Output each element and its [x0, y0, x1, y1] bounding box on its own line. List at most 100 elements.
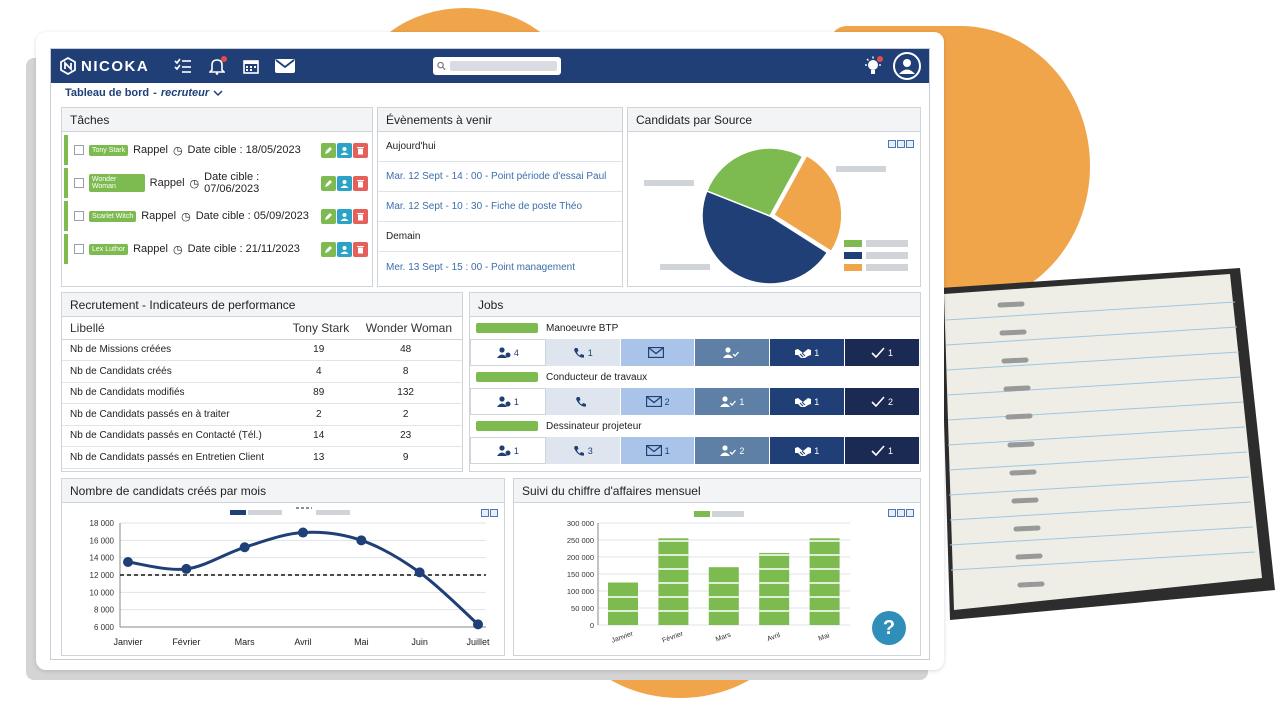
contact-icon[interactable]	[337, 241, 352, 257]
job-title-row[interactable]: Manoeuvre BTP	[470, 317, 920, 339]
series-line-candidates	[127, 530, 479, 626]
pipeline-stage-validated[interactable]	[695, 339, 771, 366]
event-item[interactable]: Mer. 13 Sept - 15 : 00 - Point managemen…	[386, 261, 575, 273]
clock-icon: ◷	[172, 144, 183, 157]
edit-icon[interactable]	[321, 241, 336, 257]
pipeline-stage-handshake[interactable]: 1	[770, 437, 846, 464]
data-point	[239, 542, 250, 553]
download-icon[interactable]	[897, 509, 905, 517]
row-value: 48	[359, 339, 462, 361]
edit-icon[interactable]	[321, 142, 336, 158]
task-person-tag[interactable]: Tony Stark	[89, 144, 129, 156]
event-item[interactable]: Mar. 12 Sept - 10 : 30 - Fiche de poste …	[378, 192, 622, 222]
row-value: 132	[359, 382, 462, 404]
pipeline-stage-mail[interactable]	[620, 339, 696, 366]
mail-icon[interactable]	[275, 56, 296, 76]
pipeline-stage-check[interactable]: 1	[845, 339, 920, 366]
pipeline-stage-candidates[interactable]: 1	[470, 437, 546, 464]
delete-icon[interactable]	[353, 175, 368, 191]
filter-icon[interactable]	[888, 509, 896, 517]
task-checkbox[interactable]	[74, 145, 84, 155]
y-tick-label: 10 000	[90, 588, 115, 597]
table-row: Nb de Missions créées 19 48	[62, 339, 462, 361]
pipeline-stage-mail[interactable]: 1	[620, 437, 696, 464]
help-button[interactable]: ?	[872, 611, 906, 645]
y-tick-label: 6 000	[94, 623, 115, 632]
task-item: Scarlet Witch Rappel ◷ Date cible : 05/0…	[64, 201, 372, 231]
breadcrumb[interactable]: Tableau de bord - recruteur	[51, 83, 929, 103]
row-value: 9	[359, 446, 462, 469]
clock-icon: ◷	[189, 177, 200, 190]
job-title-row[interactable]: Dessinateur projeteur	[470, 415, 920, 437]
legend-swatch	[844, 252, 862, 259]
data-point	[181, 563, 192, 574]
chevron-down-icon	[213, 89, 223, 96]
stage-count: 1	[814, 445, 820, 456]
row-value: 2	[359, 403, 462, 426]
job-title-row[interactable]: Conducteur de travaux	[470, 366, 920, 388]
pipeline-stage-validated[interactable]: 2	[695, 437, 771, 464]
table-row: Nb de Candidats passés en Contacté (Tél.…	[62, 425, 462, 447]
phone-icon	[573, 347, 585, 359]
download-icon[interactable]	[897, 140, 905, 148]
task-checkbox[interactable]	[74, 244, 84, 254]
y-tick-label: 18 000	[90, 519, 115, 528]
task-checkbox[interactable]	[74, 178, 84, 188]
candidates-line-chart: 18 000 16 000 14 000 12 000 10 000 8 000 6 000…	[90, 507, 490, 647]
search-bar[interactable]	[433, 57, 562, 75]
label-placeholder	[644, 180, 694, 186]
user-icon	[899, 59, 915, 74]
stage-count: 2	[888, 396, 894, 407]
sources-panel: Candidats par Source	[627, 107, 921, 287]
lightbulb-icon[interactable]	[863, 56, 883, 76]
delete-icon[interactable]	[353, 142, 368, 158]
task-checkbox[interactable]	[74, 211, 84, 221]
edit-icon[interactable]	[321, 175, 336, 191]
pipeline-stage-candidates[interactable]: 1	[470, 388, 546, 415]
pipeline-stage-validated[interactable]: 1	[695, 388, 771, 415]
notification-bell-icon[interactable]	[207, 56, 228, 76]
contact-icon[interactable]	[337, 142, 352, 158]
filter-icon[interactable]	[481, 509, 489, 517]
edit-icon[interactable]	[321, 208, 336, 224]
task-person-tag[interactable]: Lex Luthor	[89, 243, 129, 255]
pipeline-stage-candidates[interactable]: 4	[470, 339, 546, 366]
x-tick-label: Février	[661, 630, 684, 644]
brand-logo[interactable]: NICOKA	[59, 57, 149, 75]
revenue-chart-title: Suivi du chiffre d'affaires mensuel	[514, 479, 920, 503]
pipeline-stage-check[interactable]: 2	[845, 388, 920, 415]
handshake-icon	[795, 445, 812, 457]
chart-toolbar	[888, 509, 914, 517]
search-input[interactable]	[450, 61, 558, 71]
delete-icon[interactable]	[353, 208, 368, 224]
contact-icon[interactable]	[337, 175, 352, 191]
event-item[interactable]: Mar. 12 Sept - 14 : 00 - Point période d…	[378, 162, 622, 192]
expand-icon[interactable]	[906, 509, 914, 517]
validated-icon	[720, 396, 737, 407]
pipeline-stage-phone[interactable]	[545, 388, 621, 415]
row-value: 89	[288, 382, 360, 404]
pipeline-stage-phone[interactable]: 1	[545, 339, 621, 366]
legend-swatch	[844, 264, 862, 271]
calendar-icon[interactable]	[241, 56, 261, 76]
filter-icon[interactable]	[888, 140, 896, 148]
user-avatar[interactable]	[893, 52, 921, 80]
job-name: Manoeuvre BTP	[546, 322, 619, 334]
stage-count: 1	[664, 445, 670, 456]
phone-icon	[573, 445, 585, 457]
task-person-tag[interactable]: Wonder Woman	[88, 174, 145, 192]
pipeline-stage-check[interactable]: 1	[845, 437, 920, 464]
task-person-tag[interactable]: Scarlet Witch	[89, 210, 137, 222]
legend-label-placeholder	[866, 240, 908, 247]
pipeline-stage-handshake[interactable]: 1	[770, 339, 846, 366]
pipeline-stage-mail[interactable]: 2	[620, 388, 696, 415]
download-icon[interactable]	[490, 509, 498, 517]
jobs-panel: Jobs Manoeuvre BTP 4 1 1 1 Conducteur de trav…	[469, 292, 921, 472]
contact-icon[interactable]	[337, 208, 352, 224]
delete-icon[interactable]	[353, 241, 368, 257]
task-list-icon[interactable]	[173, 56, 193, 76]
job-name: Dessinateur projeteur	[546, 420, 642, 432]
pipeline-stage-handshake[interactable]: 1	[770, 388, 846, 415]
pipeline-stage-phone[interactable]: 3	[545, 437, 621, 464]
expand-icon[interactable]	[906, 140, 914, 148]
